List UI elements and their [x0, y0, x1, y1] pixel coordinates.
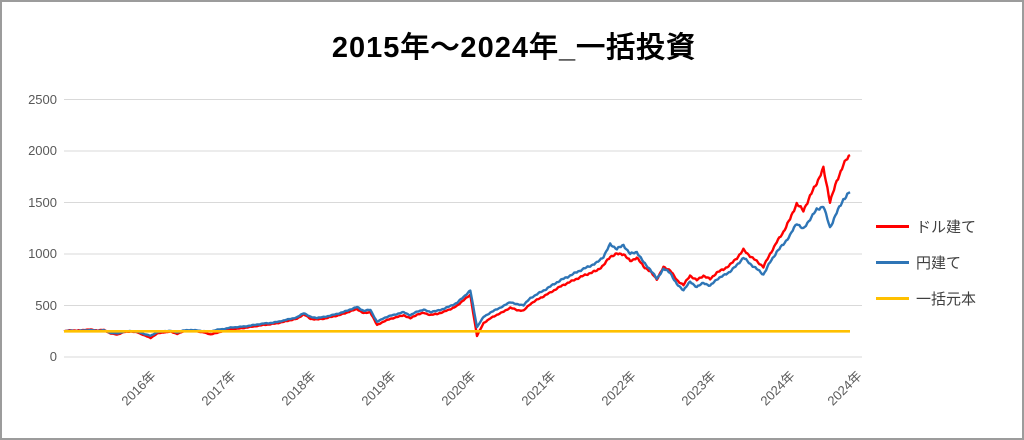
chart-title: 2015年～2024年_一括投資	[331, 32, 697, 64]
legend-label: 円建て	[916, 254, 962, 272]
y-axis-tick-label: 500	[35, 297, 57, 313]
y-axis-tick-label: 2000	[28, 143, 57, 158]
legend-label: 一括元本	[916, 290, 977, 308]
legend-item: ドル建て	[876, 214, 976, 238]
legend-swatch-1	[876, 260, 909, 264]
y-axis-tick-label: 0	[49, 349, 57, 364]
y-axis-tick-label: 2500	[28, 91, 57, 107]
series-line-dollar	[63, 154, 851, 340]
legend-swatch-0	[876, 224, 909, 228]
y-axis-tick-label: 1000	[28, 246, 57, 261]
y-axis-tick-label: 1500	[28, 194, 57, 210]
legend-label: ドル建て	[916, 218, 977, 236]
legend-swatch-2	[876, 296, 909, 300]
legend-item: 一括元本	[876, 286, 976, 310]
legend: ドル建て円建て一括元本	[876, 214, 976, 322]
legend-item: 円建て	[876, 250, 976, 274]
